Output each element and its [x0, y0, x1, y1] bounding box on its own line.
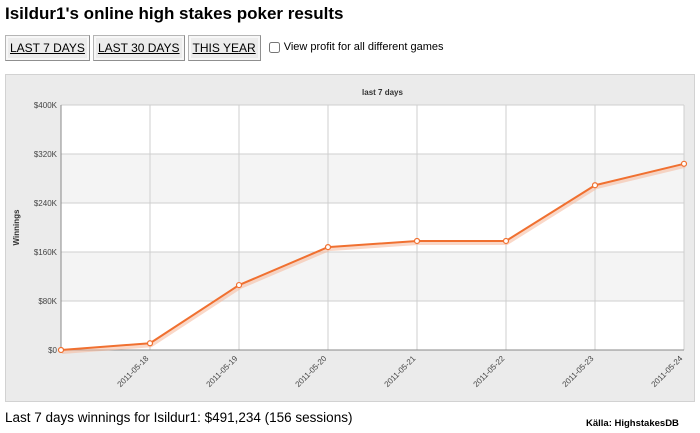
winnings-summary: Last 7 days winnings for Isildur1: $491,… — [5, 410, 353, 425]
x-tick-label: 2011-05-18 — [116, 354, 151, 389]
plot-area — [61, 105, 684, 350]
data-point — [324, 244, 332, 251]
y-tick-label: $80K — [38, 297, 57, 306]
data-point — [413, 237, 421, 245]
all-games-label: View profit for all different games — [283, 41, 444, 53]
period-toolbar: LAST 7 DAYS LAST 30 DAYS THIS YEAR View … — [5, 35, 443, 61]
y-tick-label: $160K — [34, 248, 58, 257]
data-point — [502, 237, 510, 245]
x-tick-label: 2011-05-20 — [294, 354, 329, 389]
chart-title: last 7 days — [362, 88, 403, 97]
last-30-days-button[interactable]: LAST 30 DAYS — [92, 35, 185, 61]
data-point — [146, 340, 154, 347]
data-point — [57, 346, 65, 354]
x-tick-label: 2011-05-22 — [472, 354, 507, 389]
series-line-shadow — [61, 163, 686, 354]
last-7-days-button[interactable]: LAST 7 DAYS — [5, 35, 90, 61]
grid-band — [61, 154, 684, 203]
chart-frame: $0 $80K $160K $240K $320K $400K 2011-05-18 2011… — [5, 74, 695, 402]
source-credit: Källa: HighstakesDB — [586, 418, 679, 429]
x-tick-label: 2011-05-23 — [561, 354, 596, 389]
all-games-toggle[interactable]: View profit for all different games — [268, 41, 444, 53]
data-point — [235, 281, 243, 289]
y-tick-label: $0 — [48, 346, 57, 355]
series-line — [60, 162, 685, 351]
this-year-button[interactable]: THIS YEAR — [187, 35, 261, 61]
all-games-checkbox[interactable] — [268, 41, 280, 53]
y-tick-label: $320K — [34, 150, 58, 159]
x-tick-label: 2011-05-19 — [205, 354, 240, 389]
grid-band — [61, 252, 684, 301]
x-tick-label: 2011-05-24 — [650, 354, 685, 389]
x-tick-label: 2011-05-21 — [383, 354, 418, 389]
y-tick-label: $240K — [34, 199, 58, 208]
data-point — [591, 182, 599, 189]
winnings-chart: $0 $80K $160K $240K $320K $400K 2011-05-18 2011… — [12, 88, 688, 389]
page-title: Isildur1's online high stakes poker resu… — [5, 4, 344, 23]
y-axis-label: Winnings — [12, 209, 21, 245]
y-tick-label: $400K — [34, 101, 58, 110]
data-point — [680, 160, 688, 167]
